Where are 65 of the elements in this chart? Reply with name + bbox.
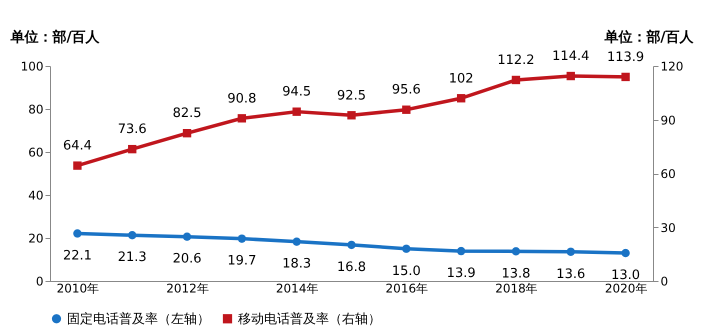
data-label: 102 bbox=[448, 71, 474, 86]
point bbox=[512, 247, 520, 256]
point bbox=[128, 144, 136, 154]
point bbox=[182, 129, 192, 138]
x-tick-label: 2020年 bbox=[604, 282, 648, 296]
y2-tick-label: 60 bbox=[660, 167, 676, 181]
y-tick-label: 0 bbox=[36, 274, 44, 288]
data-label: 21.3 bbox=[118, 250, 147, 266]
data-label: 19.7 bbox=[227, 254, 256, 269]
point bbox=[456, 94, 466, 102]
data-label: 13.8 bbox=[501, 266, 530, 282]
data-label: 95.6 bbox=[392, 82, 421, 98]
point bbox=[292, 108, 301, 116]
point bbox=[128, 231, 136, 240]
point bbox=[238, 234, 246, 243]
point bbox=[456, 246, 466, 256]
data-label: 18.3 bbox=[282, 256, 312, 272]
point bbox=[292, 237, 301, 246]
point bbox=[238, 114, 246, 122]
x-tick-label: 2018年 bbox=[495, 282, 538, 296]
data-label: 22.1 bbox=[62, 248, 92, 264]
point bbox=[73, 161, 82, 170]
data-label: 90.8 bbox=[227, 91, 256, 106]
x-tick-label: 2012年 bbox=[166, 282, 209, 296]
x-tick-label: 2010年 bbox=[56, 282, 100, 296]
data-label: 82.5 bbox=[172, 106, 202, 122]
data-label: 64.4 bbox=[62, 138, 92, 154]
point bbox=[512, 76, 520, 84]
data-label: 13.6 bbox=[556, 266, 586, 282]
y-tick-label: 60 bbox=[28, 146, 44, 160]
data-label: 13.9 bbox=[446, 266, 476, 282]
y-tick-label: 100 bbox=[20, 60, 44, 74]
point bbox=[566, 248, 575, 256]
data-label: 94.5 bbox=[282, 84, 312, 100]
y-tick-label: 20 bbox=[28, 232, 44, 246]
x-tick-label: 2014年 bbox=[276, 282, 318, 296]
point bbox=[621, 72, 630, 82]
y-tick-label: 40 bbox=[28, 188, 44, 202]
data-label: 92.5 bbox=[337, 88, 366, 104]
y-axis-title: 单位：部/百人 bbox=[10, 28, 101, 46]
point bbox=[73, 229, 82, 238]
point bbox=[182, 232, 192, 241]
y2-axis-title: 单位：部/百人 bbox=[603, 28, 694, 46]
y-tick-label: 80 bbox=[28, 102, 44, 116]
y2-tick-label: 90 bbox=[660, 113, 676, 128]
data-label: 73.6 bbox=[118, 122, 147, 138]
data-label: 114.4 bbox=[552, 49, 590, 64]
data-label: 15.0 bbox=[392, 264, 421, 279]
y2-tick-label: 0 bbox=[660, 274, 668, 288]
data-label: 16.8 bbox=[337, 260, 366, 275]
data-label: 113.9 bbox=[606, 50, 644, 65]
y2-tick-label: 30 bbox=[660, 220, 676, 235]
point bbox=[566, 72, 575, 80]
legend-label: 移动电话普及率（右轴） bbox=[238, 310, 381, 327]
point bbox=[621, 248, 630, 258]
point bbox=[402, 244, 410, 253]
data-label: 13.0 bbox=[611, 268, 640, 284]
x-tick-label: 2016年 bbox=[386, 282, 428, 296]
data-label: 20.6 bbox=[172, 252, 202, 267]
point bbox=[347, 240, 356, 250]
y2-tick-label: 120 bbox=[660, 60, 684, 74]
legend-label: 固定电话普及率（左轴） bbox=[67, 310, 210, 327]
point bbox=[402, 106, 410, 114]
point bbox=[347, 111, 356, 120]
data-label: 112.2 bbox=[497, 52, 535, 68]
